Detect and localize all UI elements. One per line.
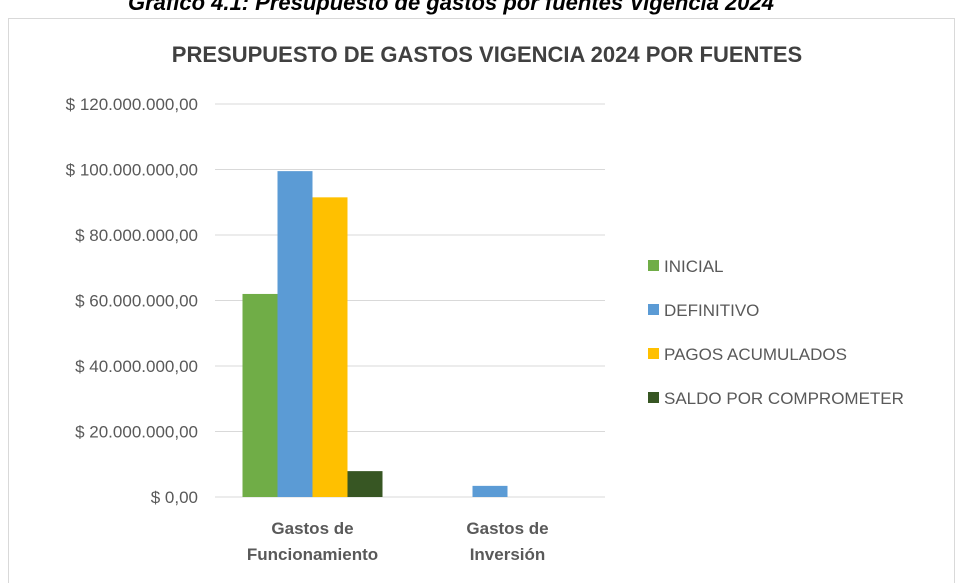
legend-label: INICIAL — [664, 257, 724, 276]
legend-swatch — [648, 304, 659, 315]
x-tick-label: Inversión — [470, 545, 546, 564]
bar — [312, 197, 348, 497]
y-tick-label: $ 80.000.000,00 — [75, 226, 198, 245]
y-tick-label: $ 40.000.000,00 — [75, 357, 198, 376]
y-tick-label: $ 0,00 — [151, 488, 198, 507]
y-tick-label: $ 20.000.000,00 — [75, 423, 198, 442]
x-tick-label: Funcionamiento — [247, 545, 378, 564]
legend-label: SALDO POR COMPROMETER — [664, 389, 904, 408]
bar — [347, 471, 383, 497]
legend-swatch — [648, 392, 659, 403]
legend-swatch — [648, 348, 659, 359]
x-tick-label: Gastos de — [271, 519, 353, 538]
chart-title: PRESUPUESTO DE GASTOS VIGENCIA 2024 POR … — [172, 42, 802, 67]
y-tick-label: $ 60.000.000,00 — [75, 292, 198, 311]
bar — [472, 485, 508, 497]
caption: Gráfico 4.1: Presupuesto de gastos por f… — [128, 0, 774, 15]
legend-swatch — [648, 260, 659, 271]
bar — [242, 293, 278, 497]
chart-frame — [8, 18, 955, 583]
bar — [277, 171, 313, 497]
legend-label: DEFINITIVO — [664, 301, 759, 320]
y-tick-label: $ 100.000.000,00 — [66, 161, 198, 180]
legend-label: PAGOS ACUMULADOS — [664, 345, 847, 364]
x-tick-label: Gastos de — [466, 519, 548, 538]
y-tick-label: $ 120.000.000,00 — [66, 95, 198, 114]
